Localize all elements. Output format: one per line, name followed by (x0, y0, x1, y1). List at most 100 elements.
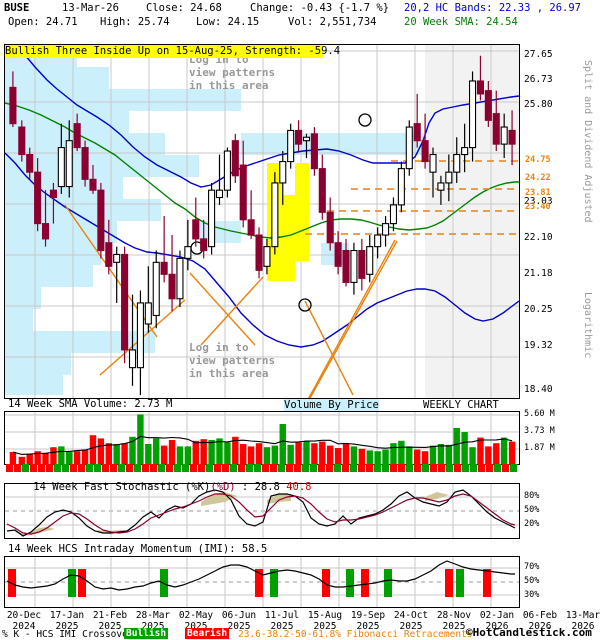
trendline-up-3 (308, 239, 396, 398)
trendline-up-2 (200, 276, 264, 346)
price-tick: 20.25 (524, 304, 553, 315)
date-tick-day: 28-Mar (135, 610, 171, 621)
trendline-down-2 (189, 272, 256, 346)
date-tick-year: 2025 (313, 621, 337, 632)
imi-tick: 30% (524, 590, 540, 600)
price-tick: 26.73 (524, 74, 553, 85)
date-tick-year: 2026 (528, 621, 552, 632)
date-tick-year: 2024 (12, 621, 36, 632)
login-prompt-bottom[interactable]: Log in to view patterns in this area (189, 341, 276, 380)
price-tick: 25.80 (524, 99, 553, 110)
quote-date: 13-Mar-26 (62, 2, 119, 14)
axis-caption-logarithmic: Logarithmic (582, 292, 593, 359)
date-tick-day: 19-Sep (350, 610, 386, 621)
trendline-down-3 (304, 300, 354, 396)
stoch-title-d: (%D) (210, 481, 236, 493)
date-tick: 24-Oct 2025 (389, 610, 433, 632)
imi-crossover-bars (8, 569, 491, 597)
date-tick: 28-Nov 2025 (432, 610, 476, 632)
fib-level-label: 23.40 (525, 202, 551, 212)
footer-brand: ©HotCandlestick.com (466, 626, 592, 639)
price-tick: 18.40 (524, 384, 553, 395)
price-axis: 27.65 26.73 25.80 23.03 22.10 21.18 20.2… (524, 44, 572, 400)
quote-low: Low: 24.15 (196, 16, 260, 28)
price-tick: 21.18 (524, 268, 553, 279)
date-tick: 06-Jun 2025 (217, 610, 261, 632)
date-tick: 15-Aug 2025 (303, 610, 347, 632)
date-tick-day: 11-Jul (264, 610, 300, 621)
date-tick: 13-Mar 2026 (561, 610, 600, 632)
hc-band-lower (5, 152, 519, 348)
stoch-k-line (6, 489, 516, 537)
price-tick: 27.65 (524, 49, 553, 60)
quote-open: Open: 24.71 (8, 16, 78, 28)
price-tick: 23.03 (524, 196, 553, 207)
candlesticks (9, 55, 516, 395)
date-tick-day: 02-Jan (479, 610, 515, 621)
stoch-title-k: 14 Week Fast Stochastic (%K) (33, 481, 211, 493)
volume-chart-svg (5, 412, 519, 464)
date-tick-year: 2025 (141, 621, 165, 632)
quote-close: Close: 24.68 (146, 2, 222, 14)
date-tick: 11-Jul 2025 (260, 610, 304, 632)
sma-line (5, 102, 519, 239)
date-tick-day: 06-Jun (221, 610, 257, 621)
imi-panel-title: 14 Week HCS Intraday Momentum (IMI): 58.… (8, 543, 268, 555)
price-vgridlines (34, 45, 492, 398)
date-tick-year: 2025 (184, 621, 208, 632)
stochastic-panel (4, 483, 520, 539)
date-tick-year: 2025 (442, 621, 466, 632)
date-tick: 20-Dec 2024 (2, 610, 46, 632)
date-tick-year: 2025 (55, 621, 79, 632)
trendline-up-4 (309, 240, 398, 398)
date-tick: 02-Jan 2026 (475, 610, 519, 632)
volume-panel-title: 14 Week SMA Volume: 2.73 M (8, 398, 173, 410)
date-tick-day: 20-Dec (6, 610, 42, 621)
stoch-d-line (6, 493, 516, 535)
legend-bearish-badge: Bearish (185, 628, 230, 639)
date-tick-year: 2025 (399, 621, 423, 632)
footer-fib-note: 23.6-38.2-50-61.8% Fibonacci Retracement… (238, 629, 473, 640)
date-tick-day: 21-Feb (92, 610, 128, 621)
fib-level-label: 24.75 (525, 155, 551, 165)
volume-tick: 5.60 M (524, 409, 555, 419)
stoch-vgridlines (34, 484, 492, 538)
sma-legend: 20 Week SMA: 24.54 (404, 16, 518, 28)
price-tick: 19.32 (524, 340, 553, 351)
login-prompt-top[interactable]: Log in to view patterns in this area (189, 53, 276, 92)
crossover-strip (4, 464, 520, 472)
footer-crossover-label: % K - HCS IMI Crossover, (2, 629, 140, 640)
imi-tick: 50% (524, 576, 540, 586)
pattern-banner: Bullish Three Inside Up on 15-Aug-25, St… (5, 45, 341, 58)
price-tick: 22.10 (524, 232, 553, 243)
date-tick-day: 15-Aug (307, 610, 343, 621)
quote-change: Change: -0.43 {-1.7 %} (250, 2, 390, 14)
date-tick-year: 2026 (571, 621, 595, 632)
date-tick-year: 2025 (227, 621, 251, 632)
stoch-tick: 20% (524, 519, 540, 529)
date-tick: 17-Jan 2025 (45, 610, 89, 632)
date-tick-day: 17-Jan (49, 610, 85, 621)
weekly-chart-label: WEEKLY CHART (423, 399, 499, 411)
volume-by-price-label: Volume By Price (284, 399, 379, 411)
imi-line (6, 560, 515, 591)
date-tick-day: 28-Nov (436, 610, 472, 621)
fib-level-label: 24.22 (525, 173, 551, 183)
date-tick-day: 06-Feb (522, 610, 558, 621)
date-tick-day: 02-May (178, 610, 214, 621)
stoch-tick: 80% (524, 491, 540, 501)
date-tick-year: 2025 (98, 621, 122, 632)
date-tick-year: 2026 (485, 621, 509, 632)
quote-volume: Vol: 2,551,734 (288, 16, 377, 28)
stoch-d-value: 40.8 (286, 481, 312, 493)
hc-band-upper (14, 45, 519, 188)
date-tick: 28-Mar 2025 (131, 610, 175, 632)
date-tick-day: 13-Mar (565, 610, 600, 621)
imi-panel (4, 556, 520, 608)
volume-tick: 1.87 M (524, 443, 555, 453)
imi-tick: 70% (524, 562, 540, 572)
legend-bullish-badge: Bullish (124, 628, 169, 639)
price-panel: Log in to view patterns in this area Log… (4, 44, 520, 399)
stoch-fill-5 (425, 492, 449, 501)
